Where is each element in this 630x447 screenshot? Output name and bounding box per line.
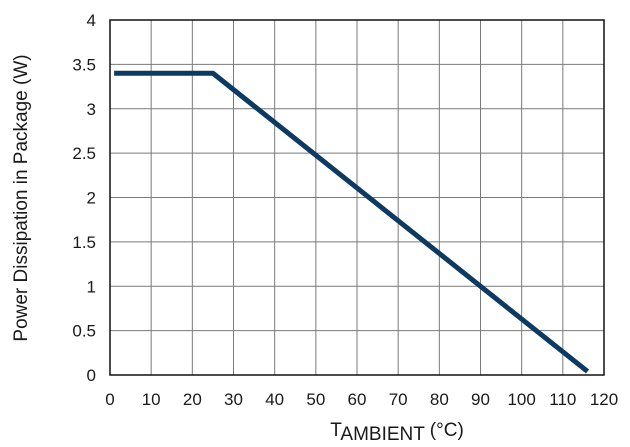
x-tick-label: 0 xyxy=(105,390,114,409)
y-tick-label: 1 xyxy=(87,277,96,296)
x-axis-label-unit: (°C) xyxy=(425,420,464,441)
x-axis-label: TAMBIENT (°C) xyxy=(330,420,464,445)
x-tick-label: 70 xyxy=(389,390,408,409)
x-tick-label: 30 xyxy=(224,390,243,409)
x-tick-label: 20 xyxy=(183,390,202,409)
x-tick-label: 120 xyxy=(590,390,618,409)
y-tick-label: 3 xyxy=(87,100,96,119)
y-tick-label: 2.5 xyxy=(72,144,96,163)
plot-frame xyxy=(109,19,605,376)
x-axis-label-main: T xyxy=(330,420,342,441)
x-tick-label: 100 xyxy=(507,390,535,409)
x-tick-label: 40 xyxy=(265,390,284,409)
y-tick-label: 4 xyxy=(87,11,96,30)
x-axis-ticks: 0 10 20 30 40 50 60 70 80 90 100 110 120 xyxy=(105,390,618,409)
x-tick-label: 60 xyxy=(348,390,367,409)
grid xyxy=(110,20,604,375)
y-tick-label: 3.5 xyxy=(72,55,96,74)
y-tick-label: 1.5 xyxy=(72,233,96,252)
x-tick-label: 50 xyxy=(306,390,325,409)
y-axis-label: Power Dissipation in Package (W) xyxy=(11,54,32,341)
x-tick-label: 80 xyxy=(430,390,449,409)
x-axis-label-sub: AMBIENT xyxy=(340,424,425,445)
x-tick-label: 90 xyxy=(471,390,490,409)
y-tick-label: 2 xyxy=(87,189,96,208)
y-tick-label: 0 xyxy=(87,366,96,385)
x-tick-label: 110 xyxy=(549,390,576,409)
y-axis-ticks: 0 0.5 1 1.5 2 2.5 3 3.5 4 xyxy=(72,11,96,385)
x-tick-label: 10 xyxy=(142,390,161,409)
power-derating-line xyxy=(114,70,590,374)
y-tick-label: 0.5 xyxy=(72,322,96,341)
